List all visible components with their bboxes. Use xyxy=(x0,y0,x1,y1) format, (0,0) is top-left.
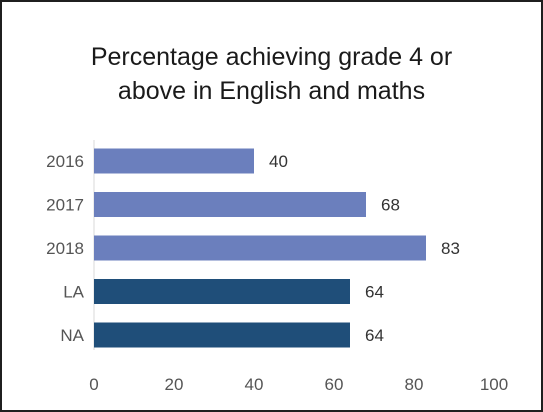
data-label-2016: 40 xyxy=(269,152,288,171)
bar-2018 xyxy=(94,235,426,261)
category-label-2016: 2016 xyxy=(46,152,84,171)
category-label-na: NA xyxy=(60,326,84,345)
x-tick-label-60: 60 xyxy=(325,375,344,394)
data-label-2017: 68 xyxy=(381,196,400,215)
chart-title: Percentage achieving grade 4 or above in… xyxy=(90,43,453,105)
data-label-2018: 83 xyxy=(441,239,460,258)
x-tick-label-20: 20 xyxy=(165,375,184,394)
x-tick-label-0: 0 xyxy=(89,375,98,394)
x-tick-label-100: 100 xyxy=(480,375,508,394)
bar-2016 xyxy=(94,148,254,174)
x-tick-label-40: 40 xyxy=(245,375,264,394)
category-label-2018: 2018 xyxy=(46,239,84,258)
bar-na xyxy=(94,322,350,348)
data-label-na: 64 xyxy=(365,326,384,345)
bar-la xyxy=(94,279,350,304)
bar-2017 xyxy=(94,192,366,217)
data-label-la: 64 xyxy=(365,283,384,302)
category-label-2017: 2017 xyxy=(46,196,84,215)
x-tick-label-80: 80 xyxy=(405,375,424,394)
category-label-la: LA xyxy=(63,283,84,302)
